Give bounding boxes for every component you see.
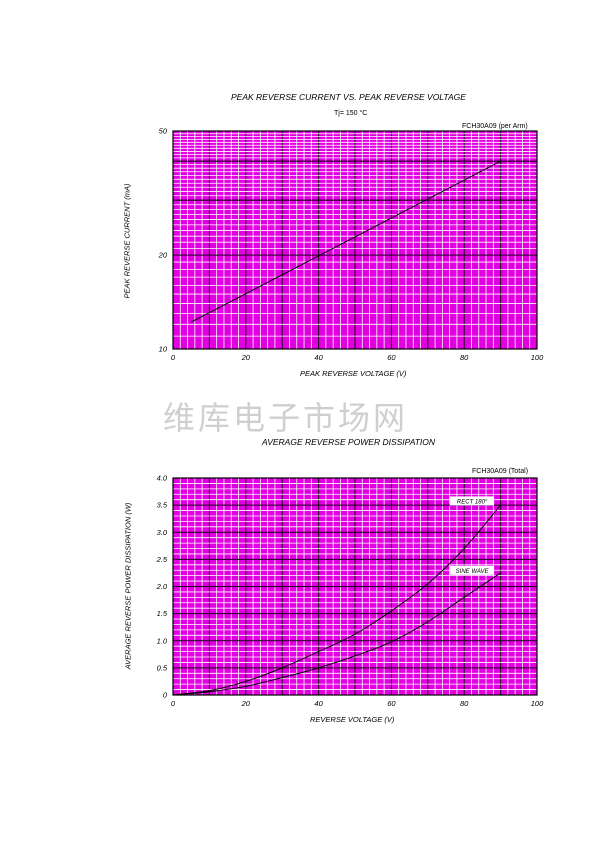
series-label-bg: [450, 496, 495, 506]
chart2-y-tick-label: 3.5: [157, 501, 168, 510]
chart2-x-tick-label: 0: [171, 699, 176, 708]
chart2-y-tick-label: 3.0: [157, 528, 168, 537]
watermark: 维库电子市场网: [163, 399, 409, 437]
series-label-2: SINE WAVE: [456, 569, 490, 575]
chart1-x-tick-label: 20: [241, 353, 251, 362]
chart1-part-note: FCH30A09 (per Arm): [462, 123, 528, 130]
chart2-series-line-1: [172, 504, 501, 696]
chart1-x-tick-label: 60: [387, 353, 396, 362]
chart2-y-tick-label: 1.0: [157, 636, 168, 645]
chart1-y-tick-label: 20: [158, 251, 168, 260]
chart2-y-tick-label: 0.5: [157, 663, 168, 672]
chart2-series-line-2: [172, 572, 501, 696]
chart2-xlabel: REVERSE VOLTAGE (V): [310, 715, 395, 724]
chart2-title: AVERAGE REVERSE POWER DISSIPATION: [262, 437, 436, 447]
chart1-x-tick-label: 100: [531, 353, 544, 362]
chart2-y-tick-label: 2.0: [156, 582, 168, 591]
chart2-x-tick-label: 80: [460, 699, 469, 708]
chart1-title: PEAK REVERSE CURRENT VS. PEAK REVERSE VO…: [231, 92, 466, 102]
chart1-y-tick-label: 10: [159, 345, 168, 354]
chart1-frame: [172, 130, 538, 350]
chart2-x-tick-label: 60: [387, 699, 396, 708]
chart2-y-tick-label: 0: [163, 691, 168, 700]
chart2-x-tick-label: 40: [314, 699, 323, 708]
series-label-bg: [450, 565, 495, 575]
chart1-subtitle: Tj= 150 °C: [334, 110, 368, 117]
chart1-x-tick-label: 80: [460, 353, 469, 362]
chart2-y-tick-label: 1.5: [157, 609, 168, 618]
chart2-y-tick-label: 4.0: [157, 474, 168, 483]
chart1-x-tick-label: 0: [171, 353, 176, 362]
chart1-xlabel: PEAK REVERSE VOLTAGE (V): [300, 369, 407, 378]
chart2-y-tick-label: 2.5: [156, 555, 168, 564]
chart2-x-tick-label: 100: [531, 699, 544, 708]
chart2-frame: [172, 477, 538, 696]
chart1-y-tick-label: 50: [159, 127, 168, 136]
chart2-x-tick-label: 20: [241, 699, 251, 708]
chart2-part-note: FCH30A09 (Total): [472, 468, 529, 475]
chart1-x-tick-label: 40: [314, 353, 323, 362]
chart1-series-line-1: [190, 160, 501, 323]
series-label-1: RECT 180°: [457, 499, 488, 505]
